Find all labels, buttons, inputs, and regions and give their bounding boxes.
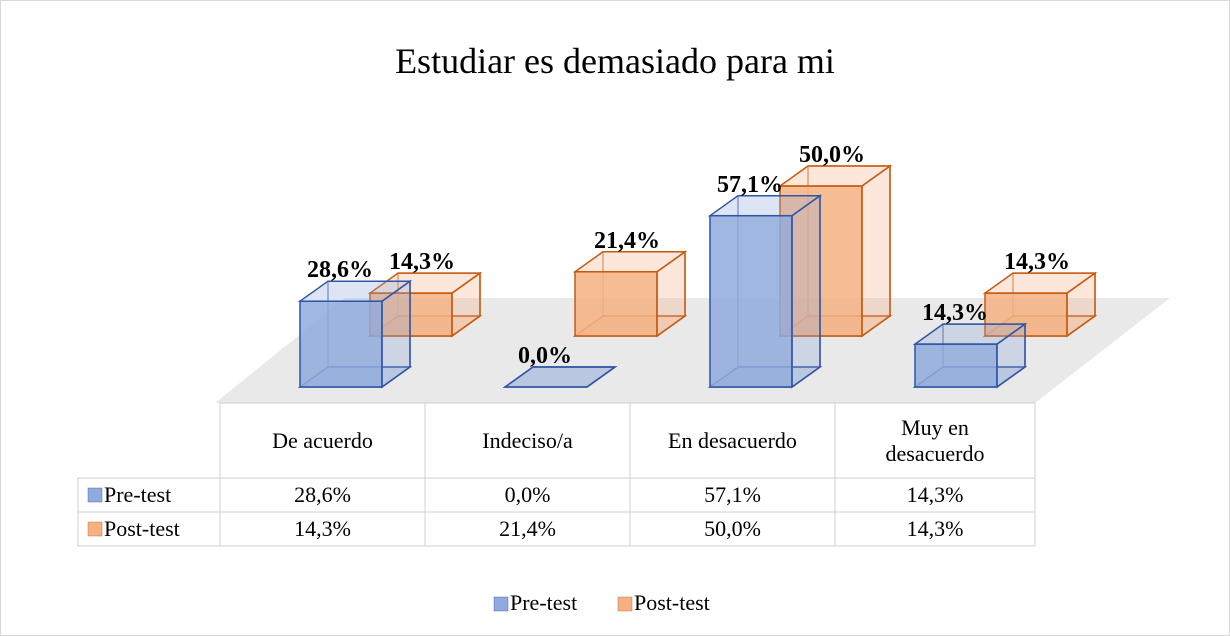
table-cell: 0,0% bbox=[504, 482, 551, 507]
data-label: 21,4% bbox=[594, 227, 660, 254]
bar-top bbox=[912, 323, 1028, 345]
table-cell: 21,4% bbox=[499, 516, 556, 541]
data-label: 14,3% bbox=[922, 300, 988, 327]
legend-label: Pre-test bbox=[510, 590, 578, 615]
bar-top bbox=[367, 272, 483, 294]
table-cell: 14,3% bbox=[906, 482, 964, 507]
bar-top bbox=[297, 280, 413, 302]
table-row-label: Post-test bbox=[104, 516, 180, 541]
bar-front bbox=[574, 271, 658, 337]
bar-front bbox=[779, 185, 863, 337]
chart-title: Estudiar es demasiado para mi bbox=[395, 41, 835, 81]
data-label: 28,6% bbox=[307, 257, 373, 284]
table-cell: 50,0% bbox=[704, 516, 761, 541]
table-legend-key bbox=[87, 487, 103, 503]
data-label: 50,0% bbox=[799, 142, 865, 168]
bar-front bbox=[299, 300, 383, 388]
bar-front bbox=[709, 214, 793, 388]
data-label: 14,3% bbox=[389, 249, 455, 276]
table-cell: 57,1% bbox=[704, 482, 761, 507]
bar-top bbox=[707, 194, 823, 217]
bar-top bbox=[572, 251, 688, 273]
legend-key bbox=[493, 596, 509, 612]
bar-front bbox=[914, 343, 998, 388]
table-header: Indeciso/a bbox=[482, 427, 573, 453]
data-label: 57,1% bbox=[717, 171, 783, 198]
table-header: Muy en desacuerdo bbox=[885, 414, 985, 466]
table-cell: 14,3% bbox=[294, 516, 351, 541]
data-label: 0,0% bbox=[518, 343, 572, 369]
table-cell: 14,3% bbox=[906, 516, 964, 541]
table-header: De acuerdo bbox=[272, 427, 373, 453]
bar-top bbox=[982, 272, 1098, 294]
bar-side bbox=[791, 194, 821, 389]
bar-top bbox=[502, 366, 618, 388]
data-label: 14,3% bbox=[1004, 249, 1070, 276]
table-header: En desacuerdo bbox=[668, 427, 797, 453]
legend-label: Post-test bbox=[634, 590, 710, 615]
table-cell: 28,6% bbox=[294, 482, 351, 507]
table-legend-key bbox=[87, 521, 103, 537]
legend-key bbox=[617, 596, 633, 612]
bar-side bbox=[861, 164, 891, 338]
table-row-label: Pre-test bbox=[104, 482, 172, 507]
bar-top bbox=[777, 165, 893, 187]
